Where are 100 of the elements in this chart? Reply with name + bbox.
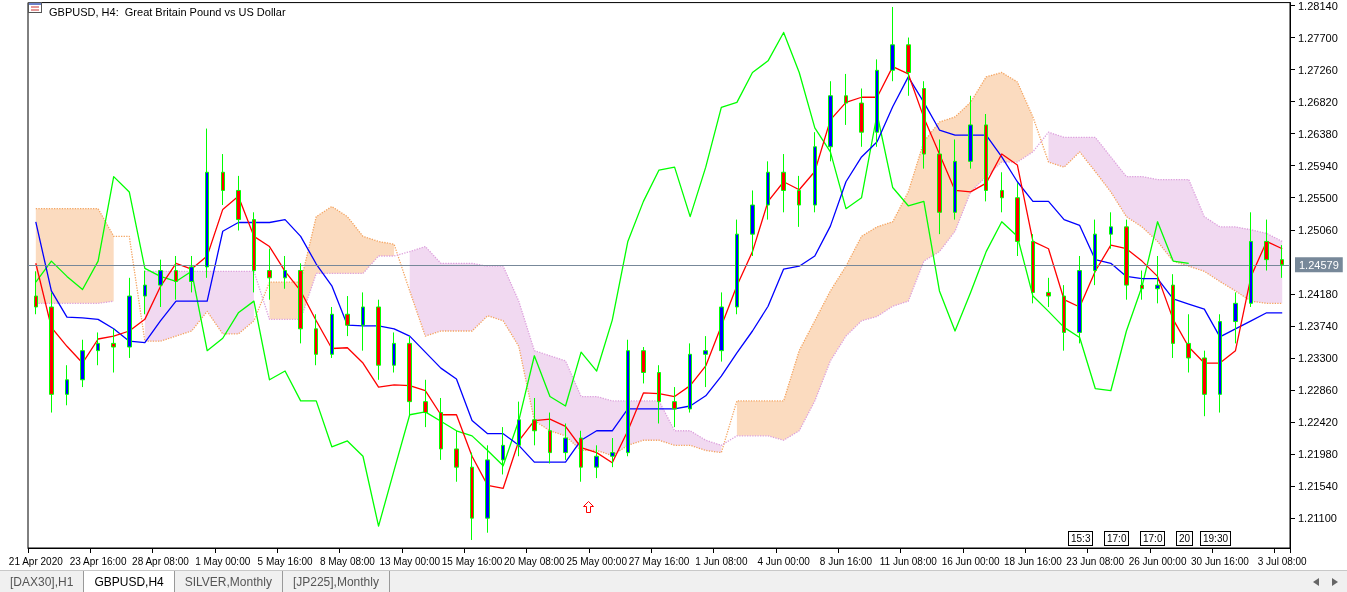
candlestick bbox=[890, 6, 895, 82]
candlestick bbox=[532, 397, 537, 446]
candlestick bbox=[719, 291, 724, 363]
candlestick bbox=[49, 291, 54, 414]
x-tick-label: 27 May 16:00 bbox=[628, 555, 690, 567]
x-tick-label: 28 Apr 08:00 bbox=[132, 555, 190, 567]
candlestick bbox=[205, 128, 209, 279]
x-tick-label: 20 May 08:00 bbox=[504, 555, 566, 567]
y-tick-label: 1.23740 bbox=[1298, 319, 1338, 332]
candlestick bbox=[844, 73, 848, 126]
x-tick-label: 23 Jun 08:00 bbox=[1066, 555, 1125, 567]
candlestick bbox=[314, 313, 318, 366]
candlestick bbox=[953, 138, 957, 221]
y-tick-label: 1.26380 bbox=[1298, 127, 1338, 140]
y-tick-label: 1.22420 bbox=[1298, 416, 1338, 429]
candlestick bbox=[703, 335, 708, 388]
y-tick-label: 1.24180 bbox=[1298, 287, 1338, 300]
candlestick bbox=[1140, 270, 1144, 301]
x-tick-label: 16 Jun 00:00 bbox=[941, 555, 1000, 567]
candlestick bbox=[1046, 277, 1051, 308]
y-tick-label: 1.21980 bbox=[1298, 448, 1338, 461]
candlestick bbox=[828, 80, 833, 162]
candlestick bbox=[548, 412, 552, 465]
candlestick bbox=[688, 342, 692, 414]
candlestick bbox=[626, 339, 630, 457]
candlestick bbox=[859, 88, 864, 148]
x-tick-label: 11 Jun 08:00 bbox=[879, 555, 938, 567]
x-tick-label: 13 May 00:00 bbox=[379, 555, 441, 567]
candlestick bbox=[1202, 350, 1207, 417]
chart-title: GBPUSD, H4: Great Britain Pound vs US Dollar bbox=[49, 5, 286, 18]
y-tick-label: 1.26820 bbox=[1298, 95, 1338, 108]
candlestick bbox=[813, 131, 817, 213]
candlestick bbox=[984, 113, 988, 202]
candlestick bbox=[1233, 291, 1238, 344]
candlestick bbox=[968, 95, 973, 170]
candlestick bbox=[96, 331, 100, 366]
annotation: 20 bbox=[1176, 531, 1194, 546]
x-tick-label: 8 May 08:00 bbox=[319, 555, 376, 567]
candlestick bbox=[594, 444, 599, 479]
candlestick bbox=[641, 346, 646, 384]
ref-line-label: 1.24579 bbox=[1299, 258, 1339, 271]
candlestick bbox=[127, 277, 132, 359]
candlestick bbox=[392, 331, 396, 374]
candlestick bbox=[221, 153, 225, 206]
candlestick bbox=[750, 189, 755, 257]
annotation: 17:0 bbox=[1140, 531, 1166, 546]
candlestick bbox=[766, 160, 770, 221]
text: SILVER,Monthly bbox=[174, 571, 283, 592]
candlestick bbox=[267, 248, 272, 301]
y-tick-label: 1.25940 bbox=[1298, 159, 1338, 172]
candlestick bbox=[1015, 182, 1020, 257]
y-tick-label: 1.28140 bbox=[1298, 0, 1338, 12]
y-tick-label: 1.25500 bbox=[1298, 191, 1338, 204]
candlestick bbox=[672, 386, 677, 428]
candlestick bbox=[143, 270, 147, 315]
candlestick bbox=[1264, 219, 1269, 272]
x-tick-label: 4 Jun 00:00 bbox=[757, 555, 811, 567]
x-tick-label: 25 May 00:00 bbox=[566, 555, 628, 567]
candlestick bbox=[252, 211, 256, 293]
candlestick bbox=[1109, 211, 1113, 250]
candlestick bbox=[610, 437, 615, 468]
candlestick bbox=[158, 259, 163, 308]
candlestick bbox=[937, 138, 942, 235]
x-tick-label: 1 Jun 08:00 bbox=[695, 555, 748, 567]
candlestick bbox=[1171, 273, 1175, 359]
x-tick-label: 18 Jun 16:00 bbox=[1004, 555, 1063, 567]
x-tick-label: 3 Jul 08:00 bbox=[1257, 555, 1308, 567]
candlestick bbox=[236, 175, 241, 232]
y-tick-label: 1.27260 bbox=[1298, 63, 1338, 76]
text: [DAX30],H1 bbox=[0, 571, 85, 592]
candlestick bbox=[579, 430, 583, 483]
candlestick bbox=[407, 335, 412, 417]
candlestick bbox=[1186, 313, 1191, 374]
candlestick bbox=[1218, 313, 1222, 414]
candlestick bbox=[1093, 219, 1097, 286]
candlestick bbox=[454, 430, 459, 483]
y-tick-label: 1.27700 bbox=[1298, 31, 1338, 44]
candlestick bbox=[1031, 233, 1035, 304]
candlestick bbox=[65, 364, 69, 406]
candlestick bbox=[735, 219, 739, 315]
annotation: 15:3 bbox=[1068, 531, 1094, 546]
candlestick bbox=[298, 262, 303, 344]
y-tick-label: 1.21540 bbox=[1298, 480, 1338, 493]
text: GBPUSD,H4 bbox=[84, 571, 175, 592]
candlestick bbox=[174, 255, 178, 301]
candlestick bbox=[797, 175, 801, 228]
y-tick-label: 1.23300 bbox=[1298, 351, 1338, 364]
candlestick bbox=[1249, 211, 1253, 308]
candlestick bbox=[1000, 171, 1004, 213]
y-tick-label: 1.25060 bbox=[1298, 223, 1338, 236]
candlestick bbox=[657, 364, 661, 424]
candlestick bbox=[922, 80, 926, 170]
candlestick bbox=[330, 306, 334, 359]
x-tick-label: 1 May 00:00 bbox=[195, 555, 251, 567]
candlestick bbox=[376, 299, 381, 381]
candlestick bbox=[111, 328, 116, 374]
candlestick bbox=[1124, 219, 1129, 301]
annotation: 19:30 bbox=[1200, 531, 1232, 546]
candlestick bbox=[517, 401, 521, 457]
candlestick bbox=[423, 379, 428, 428]
